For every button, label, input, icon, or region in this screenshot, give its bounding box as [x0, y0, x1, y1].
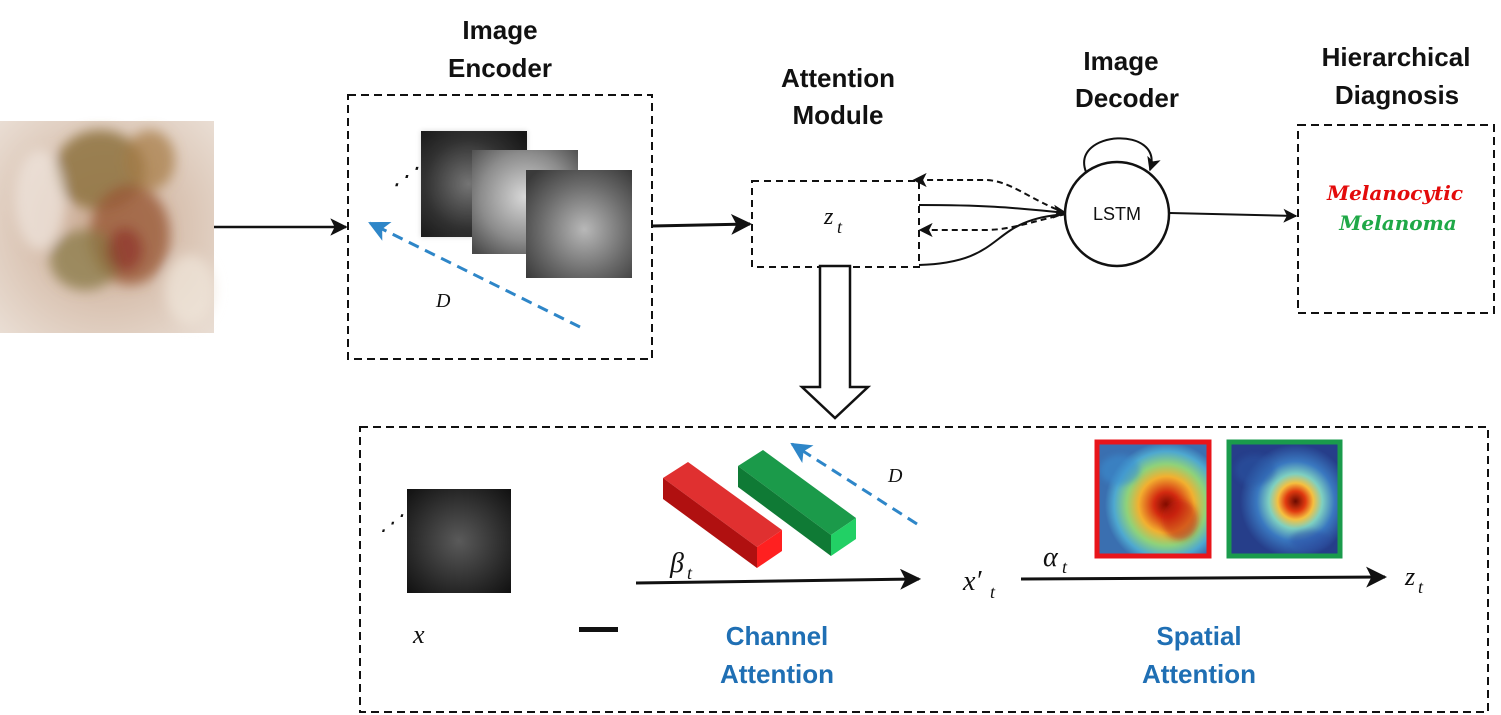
lstm-self-loop: [1083, 137, 1161, 173]
x-prime-label: x′: [962, 566, 982, 597]
channel-red-bar: [663, 462, 782, 568]
channel-depth-arrow: [790, 442, 918, 526]
alpha-label: α: [1043, 542, 1059, 573]
image-encoder-box: [347, 94, 653, 360]
diagnosis-title-line2: Diagnosis: [1335, 80, 1459, 110]
attention-lstm-connections: [912, 173, 1068, 266]
lesion-image: [0, 121, 215, 333]
beta-subscript: t: [687, 563, 693, 583]
short-bar: [579, 627, 618, 632]
image-decoder-title-line2: Decoder: [1075, 83, 1179, 113]
feature-ellipsis: ⋰: [380, 510, 404, 535]
input-feature-map: [407, 489, 511, 593]
arrow-encoder-to-attention: [651, 213, 753, 235]
attention-z-label: z: [823, 204, 834, 230]
alpha-arrow: [1020, 566, 1388, 588]
x-prime-subscript: t: [990, 582, 996, 602]
spatial-attention-title-line1: Spatial: [1156, 621, 1241, 651]
encoder-depth-arrow: [368, 221, 581, 329]
lstm-label: LSTM: [1093, 204, 1141, 224]
output-z-label: z: [1404, 562, 1415, 591]
diagnosis-title-line1: Hierarchical: [1322, 42, 1471, 72]
arrow-lstm-to-diagnosis: [1169, 208, 1298, 223]
attention-module-title-line2: Module: [793, 100, 884, 130]
diagnosis-level2: Melanoma: [1338, 211, 1456, 235]
channel-green-bar: [738, 450, 856, 556]
diagnosis-box: [1297, 124, 1495, 314]
beta-label: β: [669, 548, 684, 579]
expand-down-arrow: [798, 264, 872, 420]
output-z-subscript: t: [1418, 577, 1424, 597]
heatmap-melanocytic: [1094, 439, 1212, 559]
attention-detail-box: [359, 426, 1489, 713]
alpha-subscript: t: [1062, 557, 1068, 577]
x-label: x: [412, 620, 425, 649]
heatmap-melanoma: [1226, 439, 1343, 559]
beta-arrow: [635, 568, 922, 590]
attention-module-title-line1: Attention: [781, 63, 895, 93]
attention-module-box: [751, 180, 920, 268]
channel-attention-title-line2: Attention: [720, 659, 834, 689]
image-encoder-title-line1: Image: [462, 15, 537, 45]
encoder-feature-maps: [421, 131, 632, 278]
encoder-ellipsis: ⋰: [393, 164, 419, 190]
lstm-node: [1063, 160, 1171, 268]
channel-d-label: D: [887, 465, 903, 487]
spatial-attention-title-line2: Attention: [1142, 659, 1256, 689]
attention-z-subscript: t: [837, 217, 843, 237]
image-decoder-title-line1: Image: [1083, 46, 1158, 76]
channel-attention-title-line1: Channel: [726, 621, 829, 651]
encoder-d-label: D: [435, 290, 451, 312]
image-encoder-title-line2: Encoder: [448, 53, 552, 83]
diagnosis-level1: Melanocytic: [1326, 181, 1463, 205]
